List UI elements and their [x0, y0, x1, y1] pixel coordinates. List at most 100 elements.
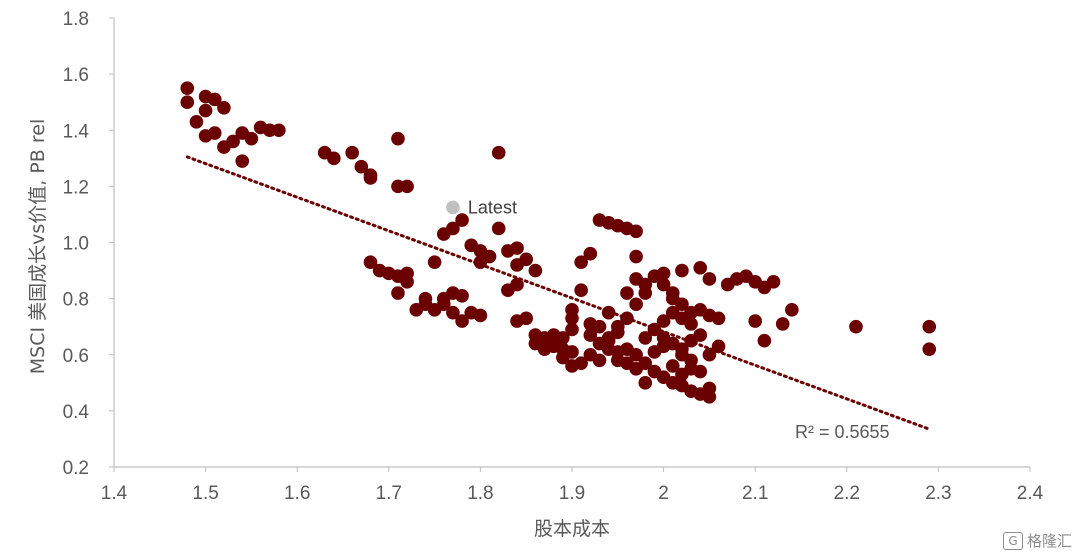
data-point [574, 255, 588, 269]
y-tick-label: 0.4 [63, 402, 90, 423]
logo-icon: G [1002, 531, 1023, 550]
y-tick-label: 0.2 [63, 458, 89, 479]
y-tick-label: 1.4 [63, 121, 90, 142]
data-point [675, 263, 689, 278]
data-point [235, 154, 250, 168]
data-point [491, 221, 506, 236]
data-point [482, 249, 497, 264]
data-point [611, 319, 625, 334]
data-point [620, 311, 634, 326]
x-axis-title: 股本成本 [534, 518, 610, 540]
data-point [665, 359, 680, 373]
data-point [455, 289, 469, 303]
x-tick-label: 1.6 [284, 483, 310, 504]
data-point [601, 305, 616, 320]
y-tick-label: 1.6 [63, 65, 89, 86]
y-tick-label: 1.0 [63, 234, 89, 255]
data-point [180, 95, 195, 109]
data-point [702, 381, 717, 396]
data-point [693, 364, 708, 379]
data-point [629, 272, 643, 286]
data-point [647, 322, 662, 337]
data-point [684, 317, 698, 331]
data-point [363, 255, 378, 269]
data-point [583, 246, 598, 261]
x-tick-label: 2.1 [742, 483, 768, 504]
data-point [757, 333, 772, 348]
data-point [546, 339, 561, 354]
data-points [180, 81, 937, 404]
y-tick-label: 0.6 [63, 346, 89, 367]
data-point [436, 297, 451, 312]
data-point [675, 297, 689, 312]
y-tick-label: 1.8 [63, 9, 89, 30]
r-squared-label: R² = 0.5655 [795, 422, 890, 442]
data-point [427, 255, 442, 269]
annotations: Latest R² = 0.5655 [446, 197, 890, 442]
data-point [693, 260, 708, 275]
x-tick-label: 2.2 [834, 483, 860, 504]
data-point [519, 311, 533, 326]
data-point [785, 303, 799, 317]
axes: 1.4 1.5 1.6 1.7 1.8 1.9 2 2.1 2.2 2.3 2.4 0.2 0.4 0.6… [27, 9, 1044, 540]
latest-point [446, 200, 460, 215]
y-tick-label: 0.8 [63, 290, 89, 311]
data-point [198, 103, 213, 118]
data-point [491, 145, 506, 160]
data-point [189, 115, 204, 129]
data-point [556, 331, 570, 345]
x-tick-label: 1.5 [192, 483, 218, 504]
data-point [510, 241, 524, 255]
data-point [638, 376, 653, 390]
x-tick-label: 2.3 [925, 483, 951, 504]
data-point [583, 328, 598, 342]
data-point [922, 319, 937, 334]
data-point [620, 286, 634, 300]
data-point [629, 297, 643, 312]
data-point [922, 342, 937, 356]
latest-label: Latest [468, 197, 517, 217]
data-point [601, 342, 616, 356]
data-point [748, 314, 762, 328]
data-point [446, 305, 460, 320]
y-axis-title: MSCI 美国成长vs价值, PB rel [27, 119, 49, 374]
data-point [207, 92, 222, 107]
data-point [656, 266, 671, 281]
data-point [638, 356, 653, 370]
data-point [629, 347, 643, 362]
data-point [638, 331, 653, 345]
data-point [656, 314, 671, 328]
data-point [217, 101, 231, 115]
data-point [528, 263, 543, 278]
data-point [711, 339, 726, 354]
data-point [473, 308, 488, 323]
data-point [592, 319, 607, 334]
data-point [592, 353, 607, 368]
x-tick-label: 1.8 [467, 483, 493, 504]
data-point [702, 272, 717, 286]
data-point [656, 339, 671, 354]
data-point [702, 347, 717, 362]
trendline-layer [185, 155, 931, 431]
data-point [207, 126, 222, 140]
x-tick-label: 2 [658, 483, 669, 504]
data-point [327, 151, 341, 166]
data-point [565, 322, 579, 337]
data-point [574, 283, 588, 298]
data-point [519, 252, 533, 267]
y-tick-label: 1.2 [63, 177, 89, 198]
data-point [400, 179, 414, 194]
data-point [675, 367, 689, 382]
x-tick-label: 1.7 [376, 483, 402, 504]
data-point [501, 283, 515, 298]
data-point [684, 333, 698, 348]
data-point [849, 319, 863, 334]
x-tick-label: 1.9 [559, 483, 585, 504]
x-tick-label: 2.4 [1017, 483, 1044, 504]
data-point [565, 359, 579, 373]
data-point [766, 274, 781, 289]
data-point [647, 364, 662, 379]
data-point [345, 145, 359, 160]
data-point [244, 131, 259, 146]
data-point [565, 303, 579, 317]
